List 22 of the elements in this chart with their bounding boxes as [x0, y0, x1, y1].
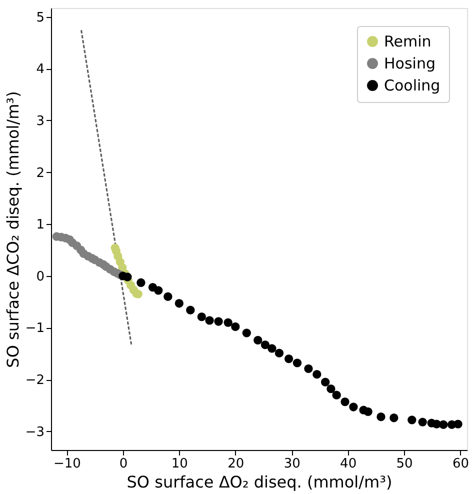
y-tick-label: −2 [25, 373, 44, 388]
y-tick-label: 4 [36, 62, 44, 78]
y-axis-title: SO surface ΔCO₂ diseq. (mmol/m³) [3, 91, 22, 368]
legend-label: Cooling [384, 76, 440, 94]
x-axis-title: SO surface ΔO₂ diseq. (mmol/m³) [126, 472, 392, 492]
y-tick-label: 2 [36, 166, 44, 181]
y-tick-label: 1 [36, 218, 44, 233]
x-tick-label: 40 [340, 456, 357, 472]
x-tick-label: 20 [228, 456, 244, 472]
x-tick-label: 30 [284, 456, 300, 472]
x-tick-label: 60 [452, 456, 470, 472]
x-tick-label: 10 [171, 456, 188, 472]
x-tick-label: 0 [119, 456, 128, 472]
y-tick-label: 3 [36, 114, 44, 129]
y-tick-label: −1 [25, 321, 44, 336]
x-tick-label: −10 [54, 456, 81, 472]
y-tick-label: 5 [36, 10, 44, 26]
y-tick-label: −3 [25, 424, 44, 440]
y-tick-label: 0 [36, 269, 44, 284]
x-tick-label: 50 [396, 456, 413, 472]
legend-label: Hosing [384, 54, 436, 72]
legend-label: Remin [384, 32, 432, 50]
